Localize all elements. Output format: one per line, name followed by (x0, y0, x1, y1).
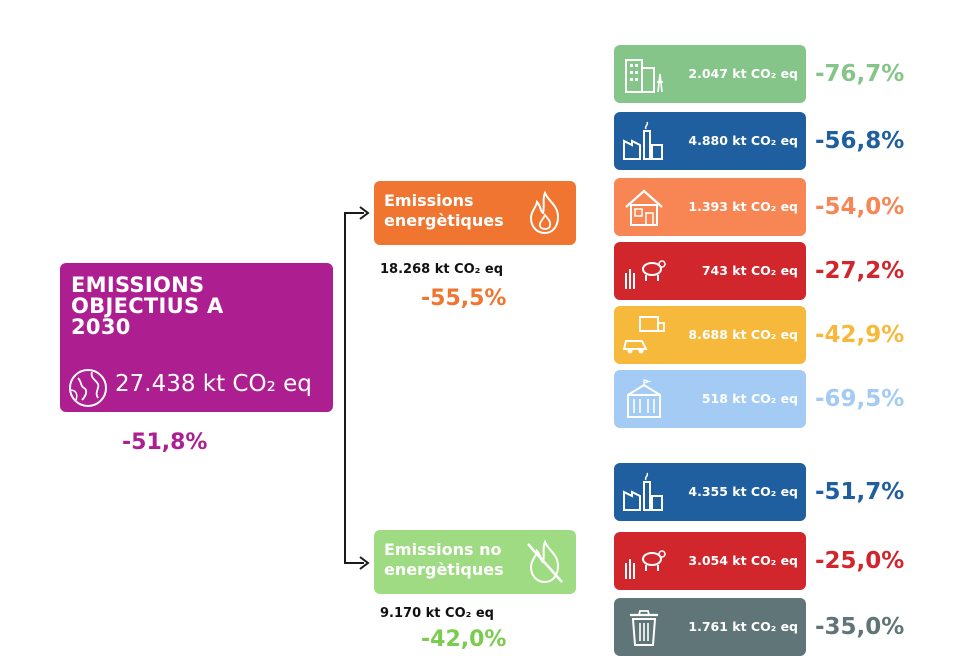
category-energy-box: Emissions energètiques (374, 181, 576, 245)
connector-vertical (344, 212, 346, 564)
sector-row: 2.047 kt CO₂ eq (614, 45, 806, 103)
category-energy-value: 18.268 kt CO₂ eq (380, 262, 504, 277)
sector-percentage: -42,9% (815, 322, 905, 348)
factory-icon (623, 121, 663, 160)
sector-row: 743 kt CO₂ eq (614, 242, 806, 300)
sector-row: 1.393 kt CO₂ eq (614, 178, 806, 236)
connector-top-branch (344, 212, 364, 214)
category-energy-percentage: -55,5% (421, 286, 507, 311)
sector-value: 1.761 kt CO₂ eq (688, 619, 798, 634)
sector-row: 4.880 kt CO₂ eq (614, 112, 806, 170)
sector-value: 8.688 kt CO₂ eq (688, 327, 798, 342)
sector-value: 4.355 kt CO₂ eq (688, 484, 798, 499)
sector-percentage: -25,0% (815, 548, 905, 574)
category-non-energy-value: 9.170 kt CO₂ eq (380, 606, 494, 621)
house-icon (625, 189, 663, 226)
sector-percentage: -56,8% (815, 128, 905, 154)
main-title: EMISSIONS OBJECTIUS A 2030 (71, 273, 224, 339)
sector-row: 4.355 kt CO₂ eq (614, 463, 806, 521)
main-percentage: -51,8% (122, 430, 208, 455)
category-non-energy-label: Emissions no energètiques (384, 540, 504, 579)
sector-row: 3.054 kt CO₂ eq (614, 532, 806, 590)
arrow-head-icon (359, 206, 370, 220)
sector-percentage: -27,2% (815, 258, 905, 284)
sector-percentage: -76,7% (815, 61, 905, 87)
sector-percentage: -51,7% (815, 479, 905, 505)
farm-icon (625, 260, 666, 289)
sector-value: 2.047 kt CO₂ eq (688, 66, 798, 81)
sector-value: 1.393 kt CO₂ eq (688, 199, 798, 214)
public-building-icon (627, 379, 661, 418)
category-energy-label: Emissions energètiques (384, 191, 504, 230)
main-emissions-box: EMISSIONS OBJECTIUS A 2030 27.438 kt CO₂… (60, 263, 333, 412)
category-non-energy-box: Emissions no energètiques (374, 530, 576, 594)
sector-percentage: -69,5% (815, 386, 905, 412)
transport-icon (622, 316, 665, 354)
category-non-energy-percentage: -42,0% (421, 627, 507, 652)
sector-value: 518 kt CO₂ eq (701, 391, 798, 406)
sector-row: 518 kt CO₂ eq (614, 370, 806, 428)
main-value: 27.438 kt CO₂ eq (115, 371, 312, 397)
sector-percentage: -35,0% (815, 614, 905, 640)
farm-icon (625, 550, 666, 579)
sector-value: 743 kt CO₂ eq (701, 263, 798, 278)
factory-icon (623, 472, 663, 511)
sector-row: 8.688 kt CO₂ eq (614, 306, 806, 364)
trash-icon (630, 610, 658, 646)
sector-value: 3.054 kt CO₂ eq (688, 553, 798, 568)
sector-percentage: -54,0% (815, 194, 905, 220)
sector-value: 4.880 kt CO₂ eq (688, 133, 798, 148)
arrow-head-icon (359, 556, 370, 570)
crossed-flame-icon (527, 539, 563, 584)
flame-icon (529, 190, 560, 235)
globe-icon (69, 369, 107, 407)
connector-bottom-branch (344, 562, 364, 564)
sector-row: 1.761 kt CO₂ eq (614, 598, 806, 656)
buildings-icon (625, 59, 663, 93)
